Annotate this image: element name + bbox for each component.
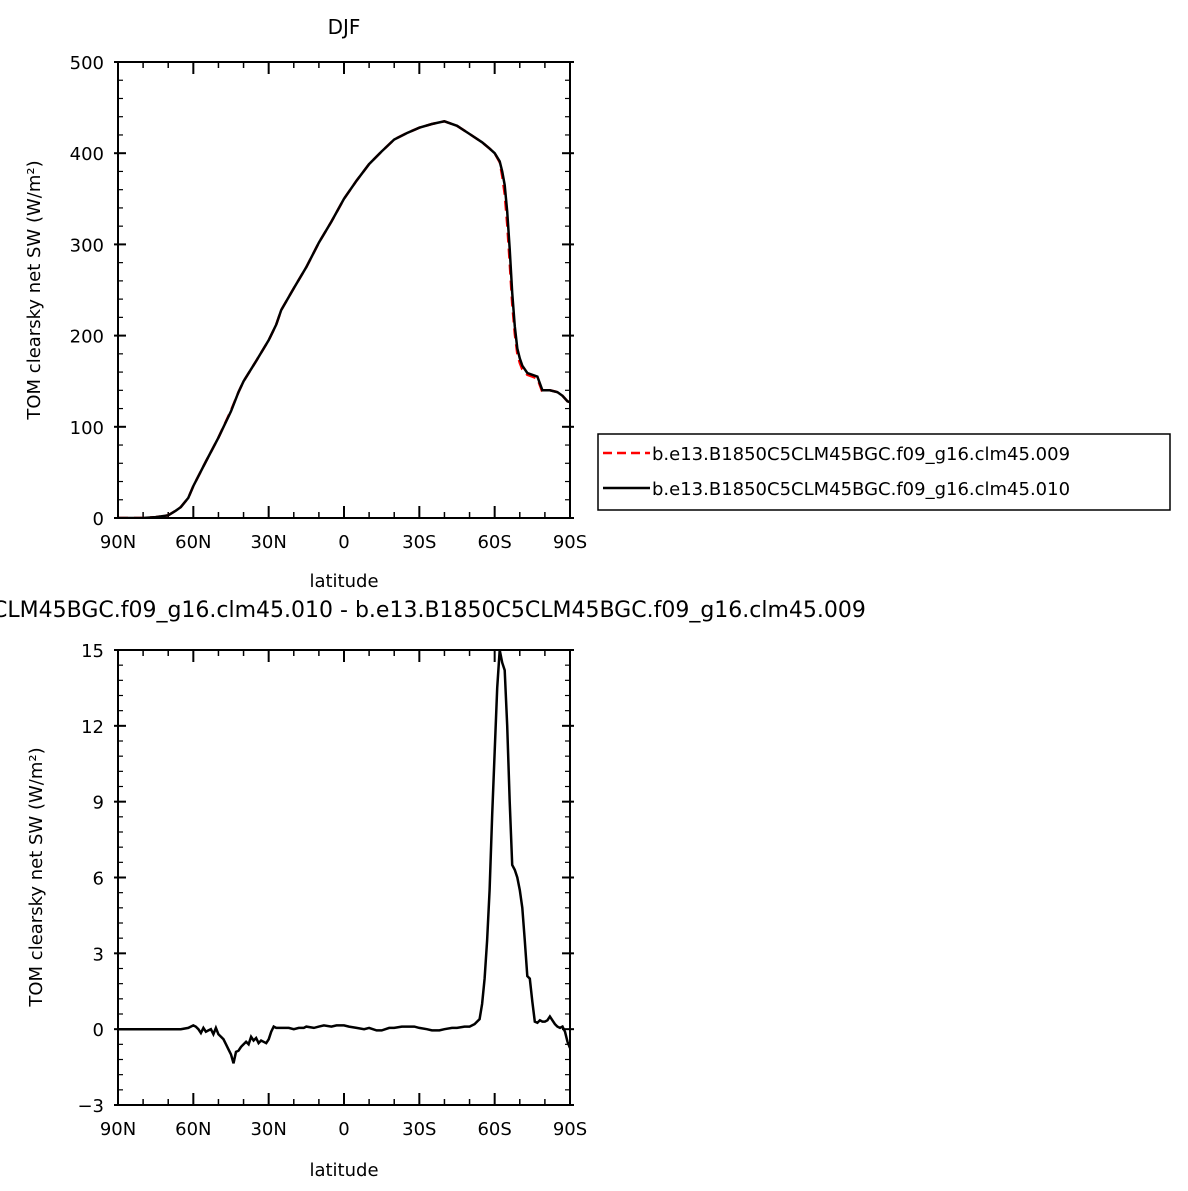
bottom-x-tick-label: 30S [402,1119,436,1140]
bottom-x-tick-label: 30N [250,1119,286,1140]
bottom-y-tick-label: 9 [93,793,104,814]
top-y-tick-label: 100 [70,418,104,439]
difference-line [118,650,570,1064]
bottom-x-tick-label: 90N [100,1119,136,1140]
bottom-y-tick-label: 6 [93,869,104,890]
bottom-panel: b.e13.B1850C5CLM45BGC.f09_g16.clm45.010 … [0,598,866,1181]
top-x-axis-label: latitude [309,571,378,592]
top-title: DJF [328,15,361,39]
series-line-010 [118,120,570,518]
bottom-x-tick-label: 60S [477,1119,511,1140]
bottom-y-axis-label: TOM clearsky net SW (W/m²) [26,747,47,1007]
top-panel: DJF 90N 60N 30N 0 30S 60S 90S0100200300400500 … [24,15,1171,592]
legend-label-009: b.e13.B1850C5CLM45BGC.f09_g16.clm45.009 [652,444,1070,465]
top-plot-frame [117,61,571,519]
bottom-x-tick-label: 90S [553,1119,587,1140]
top-y-tick-label: 200 [70,327,104,348]
top-y-tick-label: 300 [70,235,104,256]
top-series-group [118,120,570,518]
top-x-tick-label: 90S [553,532,587,553]
top-y-tick-label: 400 [70,144,104,165]
bottom-title: b.e13.B1850C5CLM45BGC.f09_g16.clm45.010 … [0,598,866,623]
top-x-tick-label: 90N [100,532,136,553]
top-x-tick-label: 60S [477,532,511,553]
bottom-y-tick-label: 15 [81,641,104,662]
top-x-tick-label: 30S [402,532,436,553]
bottom-series-group [118,650,570,1064]
bottom-plot-frame [117,649,571,1106]
top-y-tick-label: 0 [93,509,104,530]
top-x-tick-label: 60N [175,532,211,553]
top-y-axis-label: TOM clearsky net SW (W/m²) [24,160,45,420]
top-ticks: 90N 60N 30N 0 30S 60S 90S 0 100 200 300 400 500 [70,53,588,553]
top-y-tick-label: 500 [70,53,104,74]
legend-label-010: b.e13.B1850C5CLM45BGC.f09_g16.clm45.010 [652,479,1070,500]
bottom-x-axis-label: latitude [309,1160,378,1181]
top-x-tick-label: 30N [250,532,286,553]
bottom-y-tick-label: 0 [93,1020,104,1041]
bottom-x-tick-label: 60N [175,1119,211,1140]
bottom-ticks: 90N 60N 30N 0 30S 60S 90S −3 0 3 6 9 12 15 [77,641,587,1140]
legend-box [597,433,1171,511]
bottom-y-tick-label: −3 [77,1096,104,1117]
bottom-y-tick-label: 12 [81,717,104,738]
bottom-y-tick-label: 3 [93,944,104,965]
bottom-x-tick-label: 0 [338,1119,349,1140]
legend: b.e13.B1850C5CLM45BGC.f09_g16.clm45.009 … [597,433,1171,511]
series-line-009 [118,120,570,518]
top-x-tick-label: 0 [338,532,349,553]
